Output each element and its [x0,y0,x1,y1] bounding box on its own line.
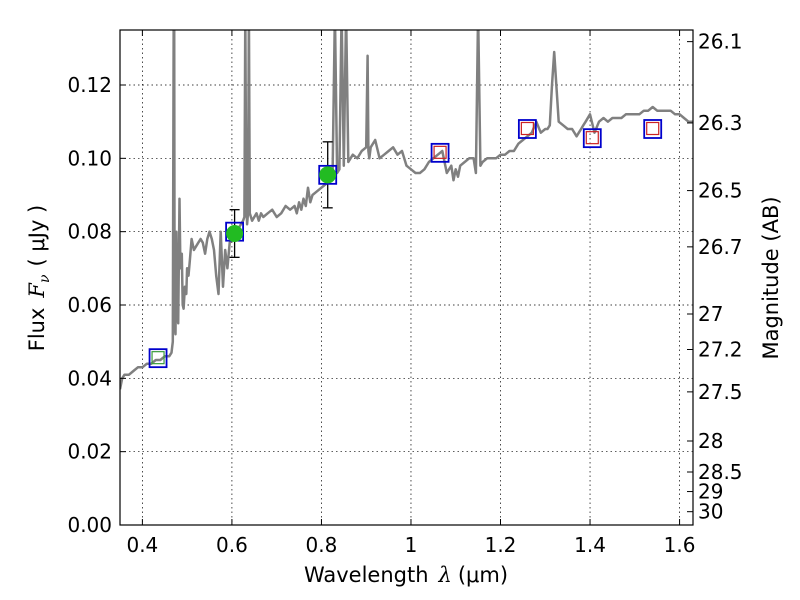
filter-inner-square [433,145,447,159]
y-axis-label-unit: ( μJy ) [25,205,49,267]
x-axis-label-unit: (μm) [458,563,508,587]
y-tick-label: 0.04 [67,366,112,390]
y-tick-label: 0.08 [67,220,112,244]
y-tick-label: 0.12 [67,73,112,97]
filter-inner-square [585,131,599,145]
model-square [517,119,537,139]
observed-point [226,225,244,242]
y-tick-label: 0.10 [67,146,112,170]
mag-tick-label: 30 [698,500,723,524]
x-axis-label: Wavelength λ (μm) [304,563,508,587]
y-axis-label-sub: ν [37,274,53,283]
grid [120,30,693,526]
mag-tick-label: 26.1 [698,30,743,54]
x-tick-label: 0.4 [126,533,158,557]
y-tick-label: 0.06 [67,293,112,317]
mag-tick-label: 27.2 [698,338,743,362]
ticks: 0.4 0.6 0.8 1 1.2 1.4 1.6 0.00 0.02 0.04 0.06 0.08 0… [67,30,742,557]
x-tick-label: 0.8 [306,533,338,557]
model-square [148,348,168,369]
filter-inner-square [520,121,534,136]
mag-tick-label: 26.3 [698,111,743,135]
x-tick-label: 0.6 [216,533,248,557]
filter-inner-square [646,121,660,136]
x-tick-label: 1.2 [485,533,517,557]
model-square [430,142,450,163]
observed-point [319,166,337,184]
plot-frame [119,29,694,526]
mag-tick-label: 27 [698,302,723,326]
model-square [582,128,602,149]
mag-tick-label: 26.5 [698,179,743,203]
y-tick-label: 0.00 [67,513,112,537]
mag-tick-label: 28 [698,429,723,453]
x-axis-label-prefix: Wavelength [304,563,429,587]
spectrum-layer [120,30,693,390]
spectrum-line [120,30,693,390]
y-tick-label: 0.02 [67,440,112,464]
y2-axis-label: Magnitude (AB) [759,196,783,359]
mag-tick-label: 29 [698,480,723,504]
model-square [643,119,663,139]
y-axis-label-prefix: Flux [25,308,49,352]
mag-tick-label: 27.5 [698,380,743,404]
y-axis-label-symbol: F [25,282,49,299]
x-tick-label: 1.6 [664,533,696,557]
mag-tick-label: 28.5 [698,460,743,484]
y-axis-label: Flux Fν ( μJy ) [25,205,53,351]
x-axis-label-symbol: λ [438,563,452,587]
mag-tick-label: 26.7 [698,235,743,259]
x-tick-label: 1 [405,533,418,557]
x-tick-label: 1.4 [574,533,606,557]
marker-layer [148,119,663,369]
filter-inner-square [151,351,165,365]
